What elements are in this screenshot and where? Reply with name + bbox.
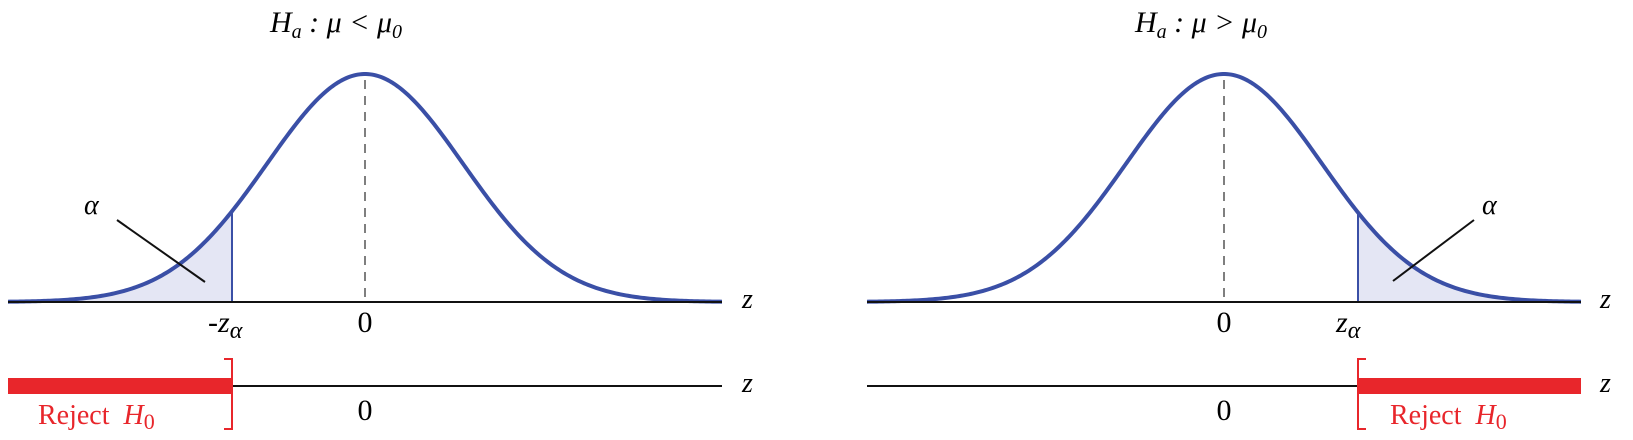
number-line-label: z	[741, 368, 753, 399]
critical-value-label: zα	[1335, 306, 1361, 344]
panel-title: Ha : μ < μ0	[269, 6, 402, 43]
center-tick-label: 0	[1217, 306, 1232, 339]
normal-curve	[866, 72, 1582, 304]
rejection-region-bar	[8, 378, 232, 394]
reject-h0-label: Reject H0	[38, 400, 155, 434]
rejection-region-bar	[1358, 378, 1581, 394]
reject-h0-label: Reject H0	[1390, 400, 1507, 434]
number-line-label: z	[1599, 368, 1611, 399]
panel-title: Ha : μ > μ0	[1134, 6, 1267, 43]
panel-left-tailed: Ha : μ < μ0 z α -zα 0 z 0 Reject H0	[7, 6, 753, 434]
panel-right-tailed: Ha : μ > μ0 z α zα 0 z 0 Reject H0	[866, 6, 1611, 434]
z-axis-label: z	[741, 284, 753, 315]
center-tick-label: 0	[358, 306, 373, 339]
alpha-label: α	[1482, 190, 1498, 221]
alpha-shaded-region	[8, 211, 232, 302]
normal-curve	[7, 72, 723, 304]
alpha-label: α	[84, 190, 100, 221]
alpha-shaded-region	[1358, 212, 1581, 302]
z-axis-label: z	[1599, 284, 1611, 315]
alpha-pointer-line	[116, 219, 206, 283]
rejection-bracket	[1357, 358, 1366, 430]
rejection-bracket	[224, 358, 233, 430]
number-line-tick-label: 0	[1217, 394, 1232, 427]
critical-value-label: -zα	[208, 306, 243, 344]
alpha-pointer-line	[1392, 219, 1475, 282]
number-line-tick-label: 0	[358, 394, 373, 427]
